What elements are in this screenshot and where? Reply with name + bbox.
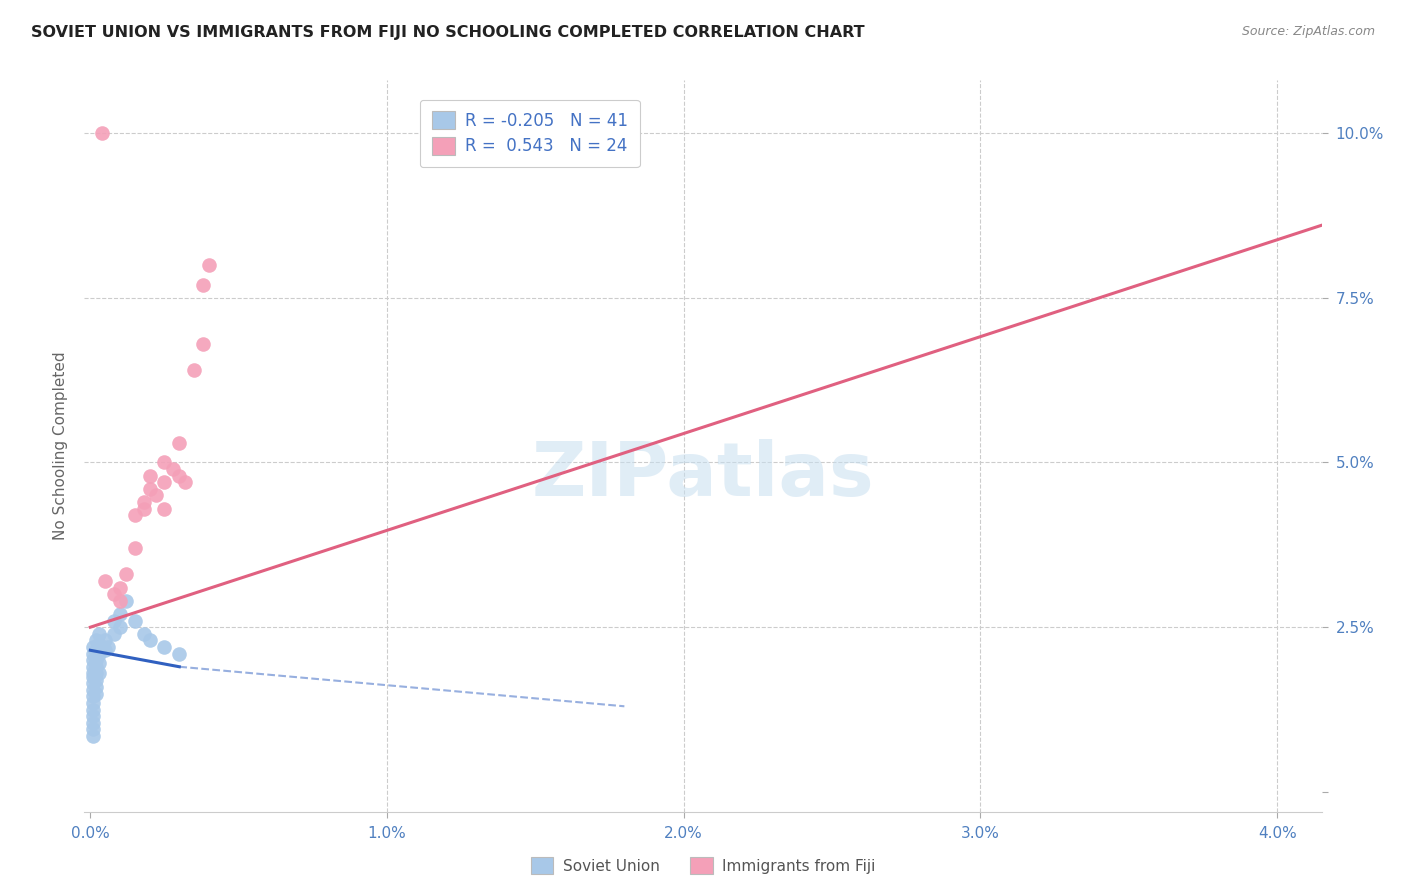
Point: [124, 614, 146, 628]
Point: [82, 709, 104, 723]
Point: [82, 670, 104, 684]
Point: [84, 643, 107, 657]
Point: [108, 594, 131, 608]
Point: [191, 336, 214, 351]
Text: Source: ZipAtlas.com: Source: ZipAtlas.com: [1241, 25, 1375, 38]
Point: [132, 501, 155, 516]
Point: [115, 567, 138, 582]
Point: [82, 715, 104, 730]
Point: [103, 587, 125, 601]
Point: [89, 666, 111, 681]
Point: [115, 594, 138, 608]
Point: [82, 666, 104, 681]
Point: [82, 696, 104, 710]
Point: [145, 488, 167, 502]
Point: [169, 435, 191, 450]
Point: [169, 647, 191, 661]
Point: [89, 627, 111, 641]
Point: [84, 659, 107, 673]
Point: [124, 541, 146, 556]
Point: [82, 729, 104, 743]
Point: [84, 673, 107, 687]
Point: [108, 581, 131, 595]
Point: [82, 676, 104, 690]
Point: [82, 647, 104, 661]
Point: [94, 643, 117, 657]
Point: [89, 637, 111, 651]
Point: [94, 633, 117, 648]
Point: [153, 501, 176, 516]
Point: [162, 462, 184, 476]
Point: [169, 468, 191, 483]
Point: [89, 657, 111, 671]
Point: [82, 723, 104, 737]
Point: [84, 633, 107, 648]
Point: [89, 647, 111, 661]
Point: [82, 659, 104, 673]
Point: [84, 688, 107, 702]
Point: [108, 620, 131, 634]
Point: [97, 640, 120, 654]
Point: [103, 627, 125, 641]
Legend: R = -0.205   N = 41, R =  0.543   N = 24: R = -0.205 N = 41, R = 0.543 N = 24: [420, 100, 640, 167]
Point: [153, 640, 176, 654]
Point: [153, 475, 176, 490]
Point: [132, 495, 155, 509]
Point: [108, 607, 131, 621]
Point: [84, 666, 107, 681]
Point: [138, 468, 160, 483]
Point: [174, 475, 197, 490]
Text: SOVIET UNION VS IMMIGRANTS FROM FIJI NO SCHOOLING COMPLETED CORRELATION CHART: SOVIET UNION VS IMMIGRANTS FROM FIJI NO …: [31, 25, 865, 40]
Point: [191, 277, 214, 292]
Point: [84, 653, 107, 667]
Point: [82, 640, 104, 654]
Point: [94, 574, 117, 588]
Point: [138, 482, 160, 496]
Point: [138, 633, 160, 648]
Point: [103, 614, 125, 628]
Point: [84, 680, 107, 694]
Point: [82, 653, 104, 667]
Point: [82, 682, 104, 697]
Legend: Soviet Union, Immigrants from Fiji: Soviet Union, Immigrants from Fiji: [524, 851, 882, 880]
Y-axis label: No Schooling Completed: No Schooling Completed: [53, 351, 69, 541]
Point: [124, 508, 146, 523]
Point: [183, 363, 205, 377]
Point: [198, 258, 221, 272]
Point: [82, 690, 104, 704]
Point: [132, 627, 155, 641]
Text: ZIPatlas: ZIPatlas: [531, 439, 875, 512]
Point: [91, 126, 114, 140]
Point: [82, 702, 104, 716]
Point: [153, 455, 176, 469]
